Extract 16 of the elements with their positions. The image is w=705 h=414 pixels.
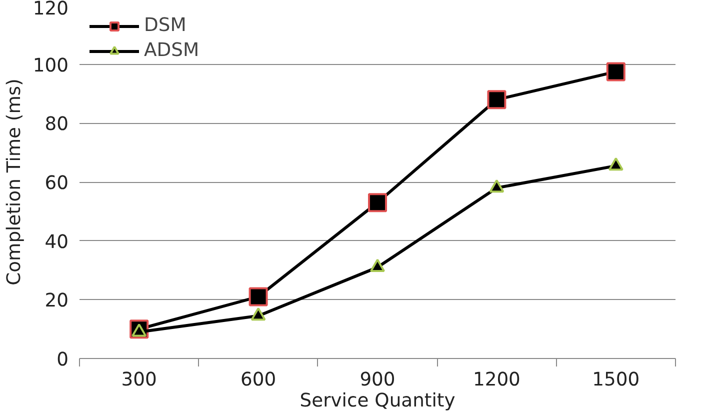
x-tick-label: 300 <box>121 370 157 390</box>
y-tick-label: 100 <box>32 55 68 76</box>
legend-label: DSM <box>144 15 186 36</box>
x-tick-label: 600 <box>240 370 276 390</box>
y-tick-label: 60 <box>44 173 69 194</box>
x-tick-label: 1500 <box>592 370 640 390</box>
x-tick-label: 1200 <box>472 370 520 390</box>
x-tick-label: 900 <box>360 370 396 390</box>
y-tick-label: 20 <box>44 290 69 312</box>
y-tick-label: 40 <box>44 232 69 253</box>
y-tick-label: 0 <box>56 350 69 370</box>
y-tick-label: 80 <box>44 114 69 136</box>
x-axis-title: Service Quantity <box>300 390 456 412</box>
legend-label: ADSM <box>144 40 200 61</box>
y-tick-label: 120 <box>32 0 68 20</box>
y-axis-title: Completion Time (ms) <box>4 78 25 286</box>
